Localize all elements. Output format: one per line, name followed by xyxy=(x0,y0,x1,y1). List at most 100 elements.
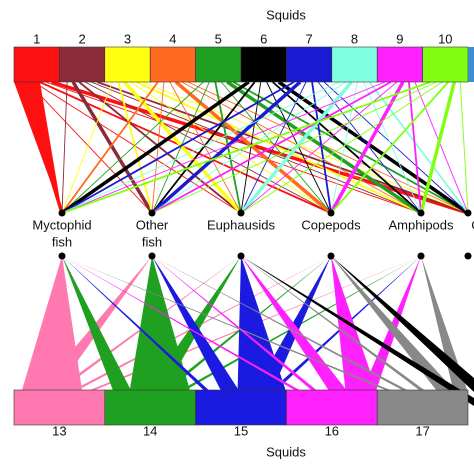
link xyxy=(45,81,422,214)
link xyxy=(323,81,469,214)
prey-dot xyxy=(327,252,335,260)
link xyxy=(272,81,422,214)
link xyxy=(174,80,333,215)
link xyxy=(240,81,443,214)
link xyxy=(71,81,154,214)
link-wedge xyxy=(22,256,82,390)
top-box-label: 6 xyxy=(260,31,267,46)
link xyxy=(61,81,340,214)
top-title: Squids xyxy=(266,7,306,22)
prey-dot xyxy=(58,252,66,260)
top-box xyxy=(468,47,474,82)
prey-label: fish xyxy=(52,234,72,249)
link-wedge xyxy=(152,256,408,390)
top-box-label: 3 xyxy=(124,31,131,46)
link xyxy=(61,81,113,214)
top-box-label: 1 xyxy=(33,31,40,46)
link xyxy=(220,81,332,214)
link xyxy=(61,81,159,214)
nodes: 1 2 3 4 5 6 7 8 9 10 Myctophid fish Other fish Euphaus… xyxy=(13,31,474,438)
prey-label: Other xyxy=(136,217,169,232)
link-wedge xyxy=(241,256,474,406)
link xyxy=(151,81,210,214)
top-box-label: 7 xyxy=(305,31,312,46)
link xyxy=(150,80,302,215)
link xyxy=(60,80,250,215)
prey-dot xyxy=(237,209,245,217)
top-box xyxy=(104,46,151,83)
prey-label: Myctophid xyxy=(32,217,91,232)
link xyxy=(181,81,422,214)
bottom-box xyxy=(13,389,106,426)
top-box xyxy=(422,46,469,83)
link xyxy=(240,81,262,214)
link xyxy=(151,81,256,214)
top-box-label: 10 xyxy=(438,31,452,46)
link xyxy=(329,81,405,214)
link xyxy=(459,81,469,214)
link xyxy=(61,81,68,214)
top-box xyxy=(13,46,60,83)
link xyxy=(363,81,422,214)
link-wedge xyxy=(14,82,62,213)
top-box-label: 2 xyxy=(78,31,85,46)
link xyxy=(232,81,469,214)
prey-dot xyxy=(417,252,425,260)
link-wedge xyxy=(331,256,455,390)
link-wedge xyxy=(241,256,347,390)
link xyxy=(240,81,307,214)
link xyxy=(277,80,469,215)
link-wedge xyxy=(241,256,425,390)
top-box xyxy=(195,46,242,83)
link-wedge xyxy=(129,256,190,390)
link xyxy=(226,80,422,215)
prey-label: C xyxy=(471,217,474,232)
link xyxy=(408,81,422,214)
top-box xyxy=(286,46,333,83)
link xyxy=(78,81,242,214)
link xyxy=(239,80,353,215)
link xyxy=(151,81,392,214)
link xyxy=(136,81,422,214)
top-box xyxy=(376,46,423,83)
bottom-box-label: 13 xyxy=(52,423,66,438)
top-box-label: 8 xyxy=(351,31,358,46)
link xyxy=(419,81,456,214)
top-box xyxy=(149,46,196,83)
link xyxy=(330,81,358,214)
bottom-box-label: 15 xyxy=(234,423,248,438)
bottom-box-label: 17 xyxy=(415,423,429,438)
link xyxy=(96,81,469,214)
top-box xyxy=(240,46,287,83)
bottom-title: Squids xyxy=(266,444,306,459)
link xyxy=(123,80,243,215)
prey-dot xyxy=(417,209,425,217)
link xyxy=(61,81,204,214)
link xyxy=(187,81,469,214)
prey-label: fish xyxy=(142,234,162,249)
bottom-box xyxy=(286,389,378,426)
link-wedge xyxy=(62,256,391,390)
prey-dot xyxy=(464,209,472,217)
link xyxy=(27,81,153,214)
prey-dot xyxy=(327,209,335,217)
link xyxy=(142,81,469,214)
link xyxy=(51,80,469,215)
prey-label: Amphipods xyxy=(388,217,454,232)
link xyxy=(61,81,431,214)
bottom-box xyxy=(376,389,469,426)
prey-label: Euphausids xyxy=(207,217,275,232)
link xyxy=(61,81,386,214)
link-wedge xyxy=(152,256,317,390)
links xyxy=(14,80,474,406)
top-box xyxy=(331,46,378,83)
top-box-label: 5 xyxy=(215,31,222,46)
link xyxy=(84,81,332,214)
prey-dot xyxy=(148,252,156,260)
link xyxy=(130,81,332,214)
link xyxy=(330,81,449,214)
prey-label: Copepods xyxy=(301,217,361,232)
link-wedge xyxy=(62,256,131,390)
bottom-box-label: 14 xyxy=(143,423,157,438)
